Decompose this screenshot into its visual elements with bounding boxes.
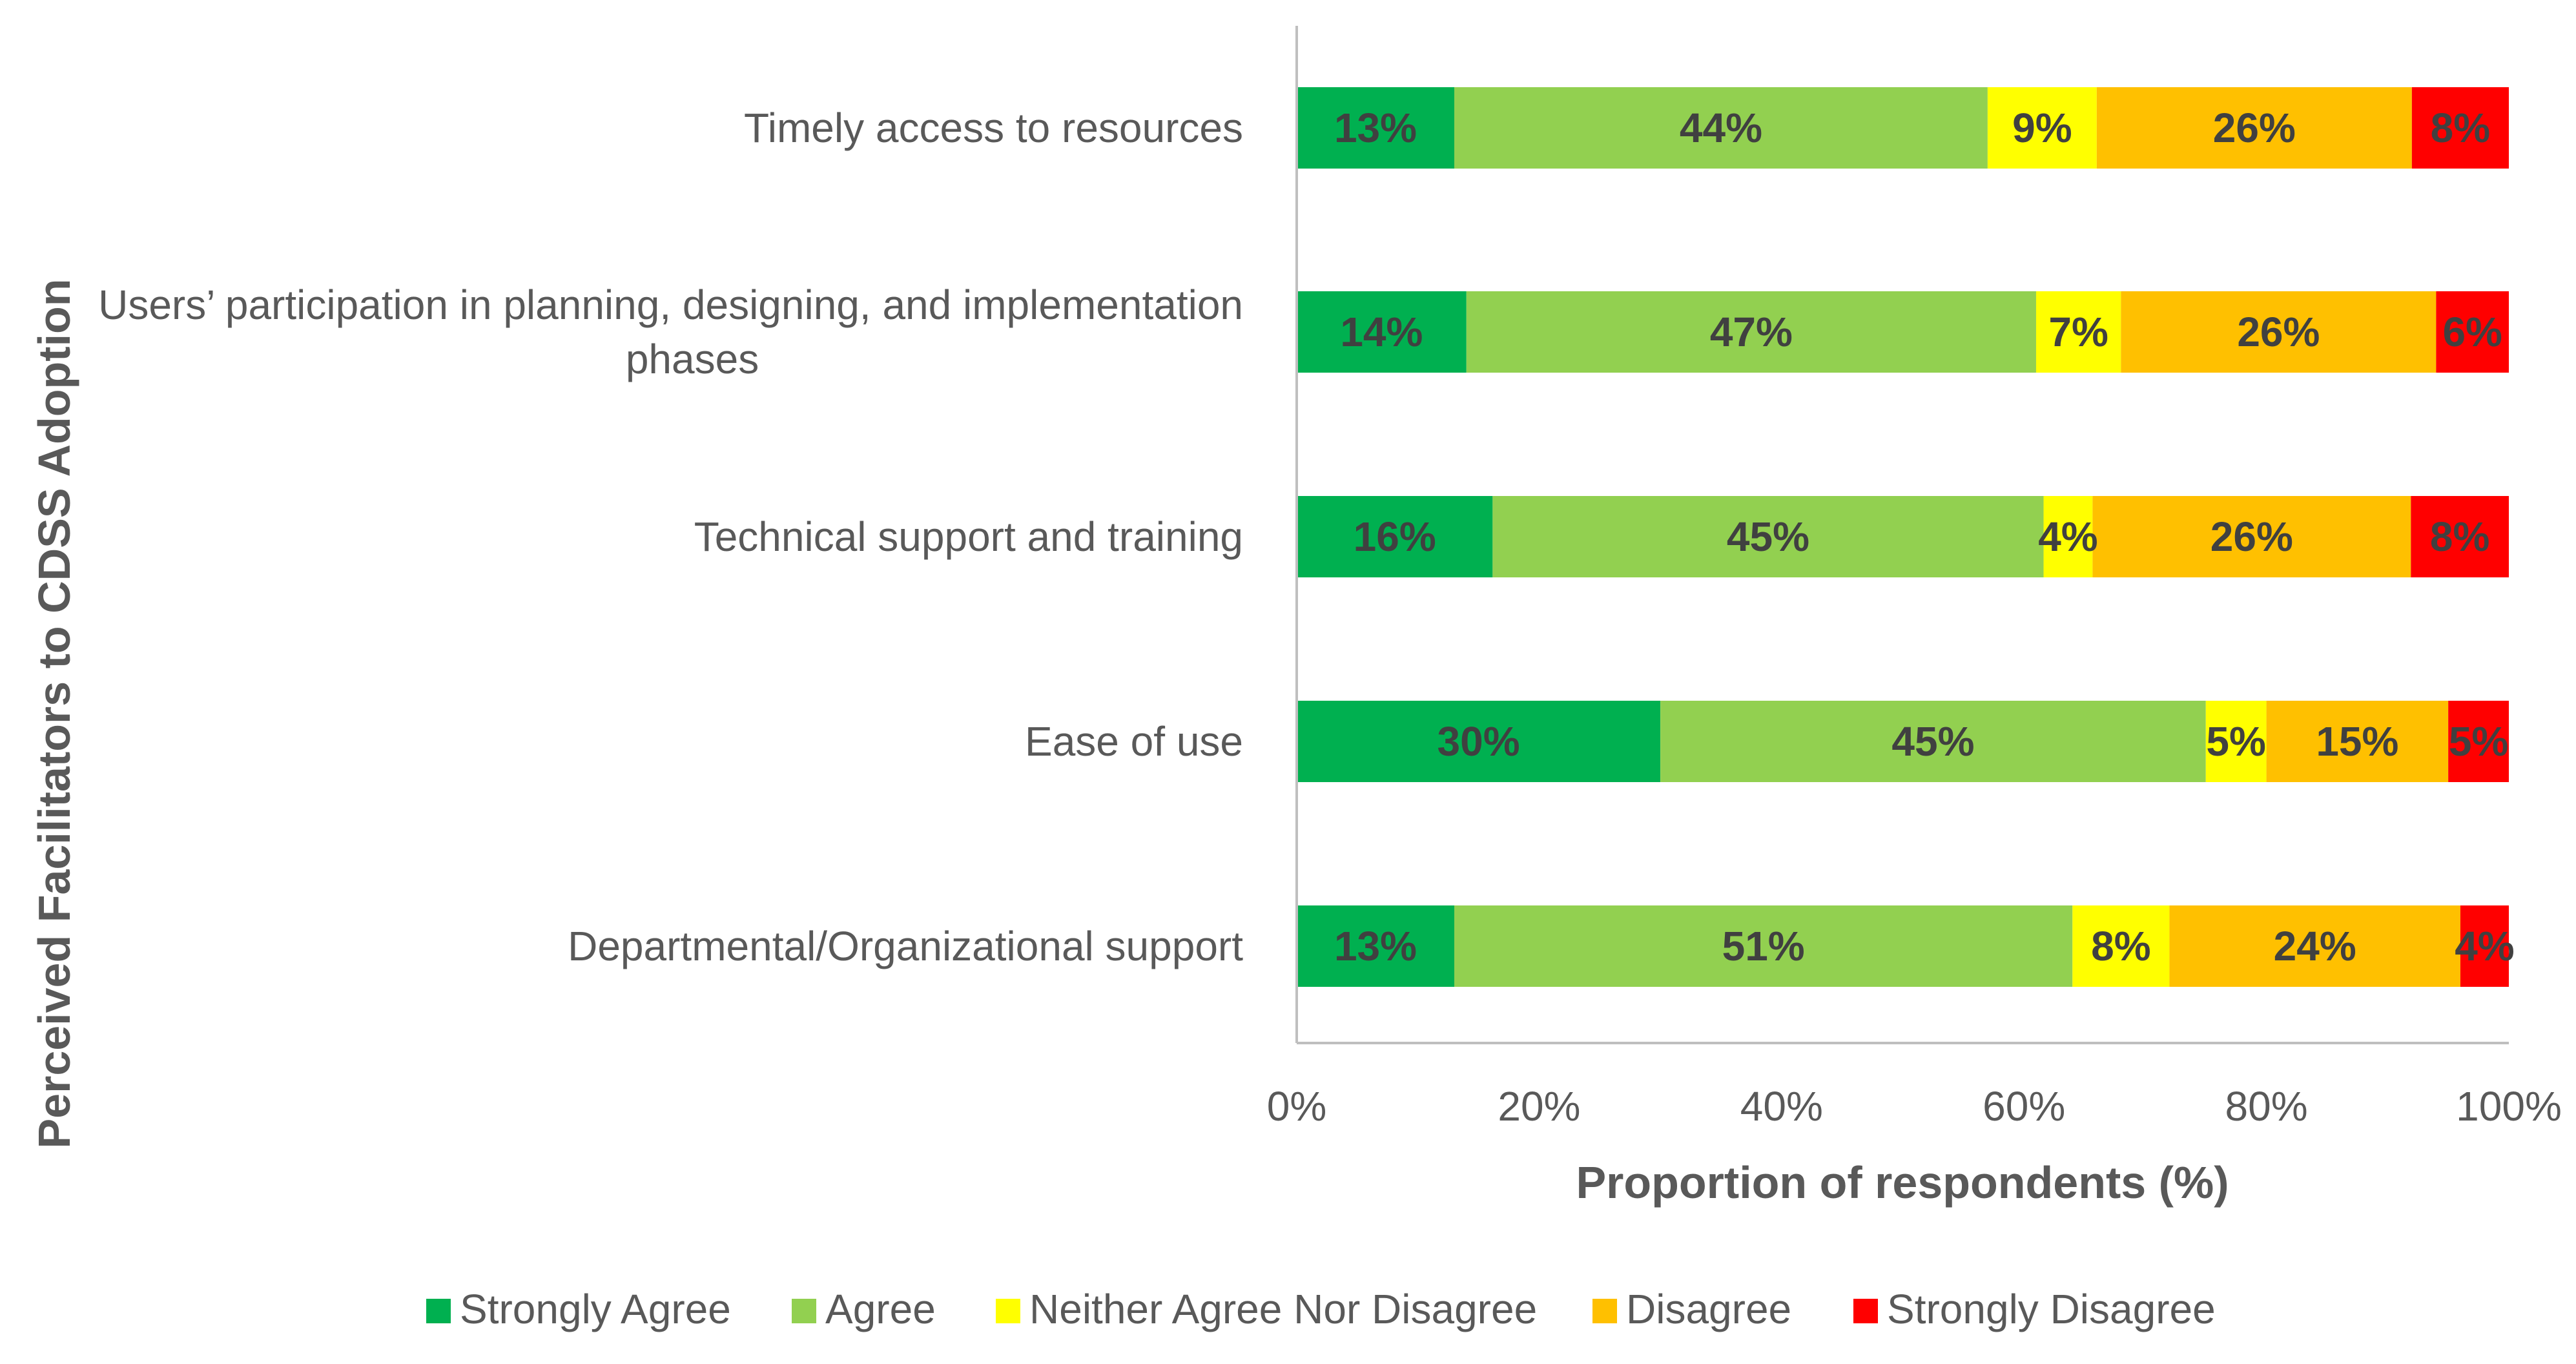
bar-segment-disagree-2 <box>2121 291 2437 373</box>
category-label-5: Departmental/Organizational support <box>568 923 1243 969</box>
bar-segment-neither-agree-nor-disagree-2 <box>2035 291 2121 373</box>
data-label-strongly-disagree-3: 8% <box>2430 513 2490 560</box>
data-label-agree-1: 44% <box>1680 105 1762 151</box>
bar-segment-agree-5 <box>1454 905 2073 987</box>
segment-labels-layer: 13% 44% 9% 26% 8% 14% 47% 7% 26% 6% 16% 45% 4% 26% 8% 3… <box>1334 105 2515 969</box>
data-label-disagree-3: 26% <box>2210 513 2293 560</box>
x-axis-title: Proportion of respondents (%) <box>1576 1157 2229 1208</box>
bar-segment-strongly-disagree-4 <box>2448 701 2509 782</box>
bar-segment-neither-agree-nor-disagree-3 <box>2043 496 2093 577</box>
data-label-strongly-disagree-1: 8% <box>2431 105 2491 151</box>
bar-segment-agree-2 <box>1466 291 2036 373</box>
x-tick-label-5: 80% <box>2225 1083 2308 1130</box>
bar-segment-agree-4 <box>1660 701 2206 782</box>
bar-segment-strongly-agree-4 <box>1297 701 1661 782</box>
legend-swatch-disagree <box>1592 1299 1617 1323</box>
data-label-disagree-4: 15% <box>2316 718 2398 765</box>
legend-label-agree: Agree <box>825 1286 936 1332</box>
data-label-disagree-5: 24% <box>2274 923 2356 969</box>
bar-segment-disagree-3 <box>2092 496 2411 577</box>
bar-segment-agree-3 <box>1492 496 2044 577</box>
category-label-3: Technical support and training <box>694 513 1243 560</box>
bars-layer <box>1297 87 2509 987</box>
data-label-agree-2: 47% <box>1710 309 1793 355</box>
data-label-disagree-2: 26% <box>2237 309 2320 355</box>
data-label-strongly-disagree-4: 5% <box>2449 718 2509 765</box>
x-tick-label-2: 20% <box>1498 1083 1580 1130</box>
bar-segment-disagree-4 <box>2266 701 2449 782</box>
data-label-agree-3: 45% <box>1727 513 1809 560</box>
data-label-agree-5: 51% <box>1722 923 1805 969</box>
category-labels-layer: Timely access to resources Users’ partici… <box>98 105 1243 969</box>
data-label-strongly-disagree-2: 6% <box>2442 309 2502 355</box>
bar-segment-neither-agree-nor-disagree-5 <box>2072 905 2170 987</box>
legend-item-strongly-agree: Strongly Agree <box>426 1286 731 1332</box>
axes-layer <box>1295 26 2509 1044</box>
legend-swatch-strongly-agree <box>426 1299 451 1323</box>
legend-item-neither-agree-nor-disagree: Neither Agree Nor Disagree <box>996 1286 1537 1332</box>
x-tick-label-1: 0% <box>1267 1083 1327 1130</box>
bar-segment-neither-agree-nor-disagree-4 <box>2205 701 2267 782</box>
legend-swatch-strongly-disagree <box>1853 1299 1878 1323</box>
bar-segment-strongly-agree-5 <box>1297 905 1455 987</box>
bar-segment-strongly-agree-3 <box>1297 496 1493 577</box>
legend-label-neither-agree-nor-disagree: Neither Agree Nor Disagree <box>1029 1286 1537 1332</box>
legend-swatch-neither-agree-nor-disagree <box>996 1299 1020 1323</box>
data-label-neither-agree-nor-disagree-4: 5% <box>2206 718 2266 765</box>
bar-segment-disagree-1 <box>2096 87 2412 169</box>
bar-segment-strongly-disagree-5 <box>2460 905 2509 987</box>
data-label-strongly-agree-1: 13% <box>1334 105 1417 151</box>
legend-label-strongly-agree: Strongly Agree <box>460 1286 731 1332</box>
legend-label-strongly-disagree: Strongly Disagree <box>1887 1286 2216 1332</box>
legend-item-strongly-disagree: Strongly Disagree <box>1853 1286 2216 1332</box>
bar-segment-strongly-agree-1 <box>1297 87 1455 169</box>
legend-label-disagree: Disagree <box>1626 1286 1791 1332</box>
data-label-strongly-agree-3: 16% <box>1354 513 1436 560</box>
legend-item-agree: Agree <box>792 1286 936 1332</box>
category-label-1: Timely access to resources <box>744 105 1243 151</box>
bar-segment-disagree-5 <box>2169 905 2460 987</box>
category-label-4: Ease of use <box>1025 718 1243 765</box>
x-tick-labels-layer: 0% 20% 40% 60% 80% 100% <box>1267 1083 2562 1130</box>
bar-segment-agree-1 <box>1454 87 1988 169</box>
x-tick-label-6: 100% <box>2456 1083 2562 1130</box>
data-label-strongly-agree-4: 30% <box>1437 718 1520 765</box>
bar-segment-strongly-disagree-3 <box>2411 496 2509 577</box>
x-tick-label-3: 40% <box>1740 1083 1823 1130</box>
category-label-2: Users’ participation in planning, design… <box>98 282 1243 382</box>
bar-segment-strongly-agree-2 <box>1297 291 1467 373</box>
bar-segment-strongly-disagree-2 <box>2436 291 2509 373</box>
legend-swatch-agree <box>792 1299 816 1323</box>
legend-item-disagree: Disagree <box>1592 1286 1791 1332</box>
legend: Strongly Agree Agree Neither Agree Nor Dis… <box>426 1286 2216 1332</box>
bar-segment-neither-agree-nor-disagree-1 <box>1987 87 2097 169</box>
data-label-strongly-agree-2: 14% <box>1340 309 1423 355</box>
data-label-disagree-1: 26% <box>2213 105 2296 151</box>
data-label-agree-4: 45% <box>1891 718 1974 765</box>
data-label-neither-agree-nor-disagree-1: 9% <box>2012 105 2072 151</box>
x-tick-label-4: 60% <box>1983 1083 2065 1130</box>
data-label-neither-agree-nor-disagree-3: 4% <box>2038 513 2098 560</box>
data-label-strongly-agree-5: 13% <box>1334 923 1417 969</box>
data-label-neither-agree-nor-disagree-2: 7% <box>2048 309 2108 355</box>
bar-segment-strongly-disagree-1 <box>2411 87 2509 169</box>
y-axis-title: Perceived Facilitators to CDSS Adoption <box>29 278 79 1148</box>
data-label-strongly-disagree-5: 4% <box>2455 923 2515 969</box>
data-label-neither-agree-nor-disagree-5: 8% <box>2091 923 2151 969</box>
